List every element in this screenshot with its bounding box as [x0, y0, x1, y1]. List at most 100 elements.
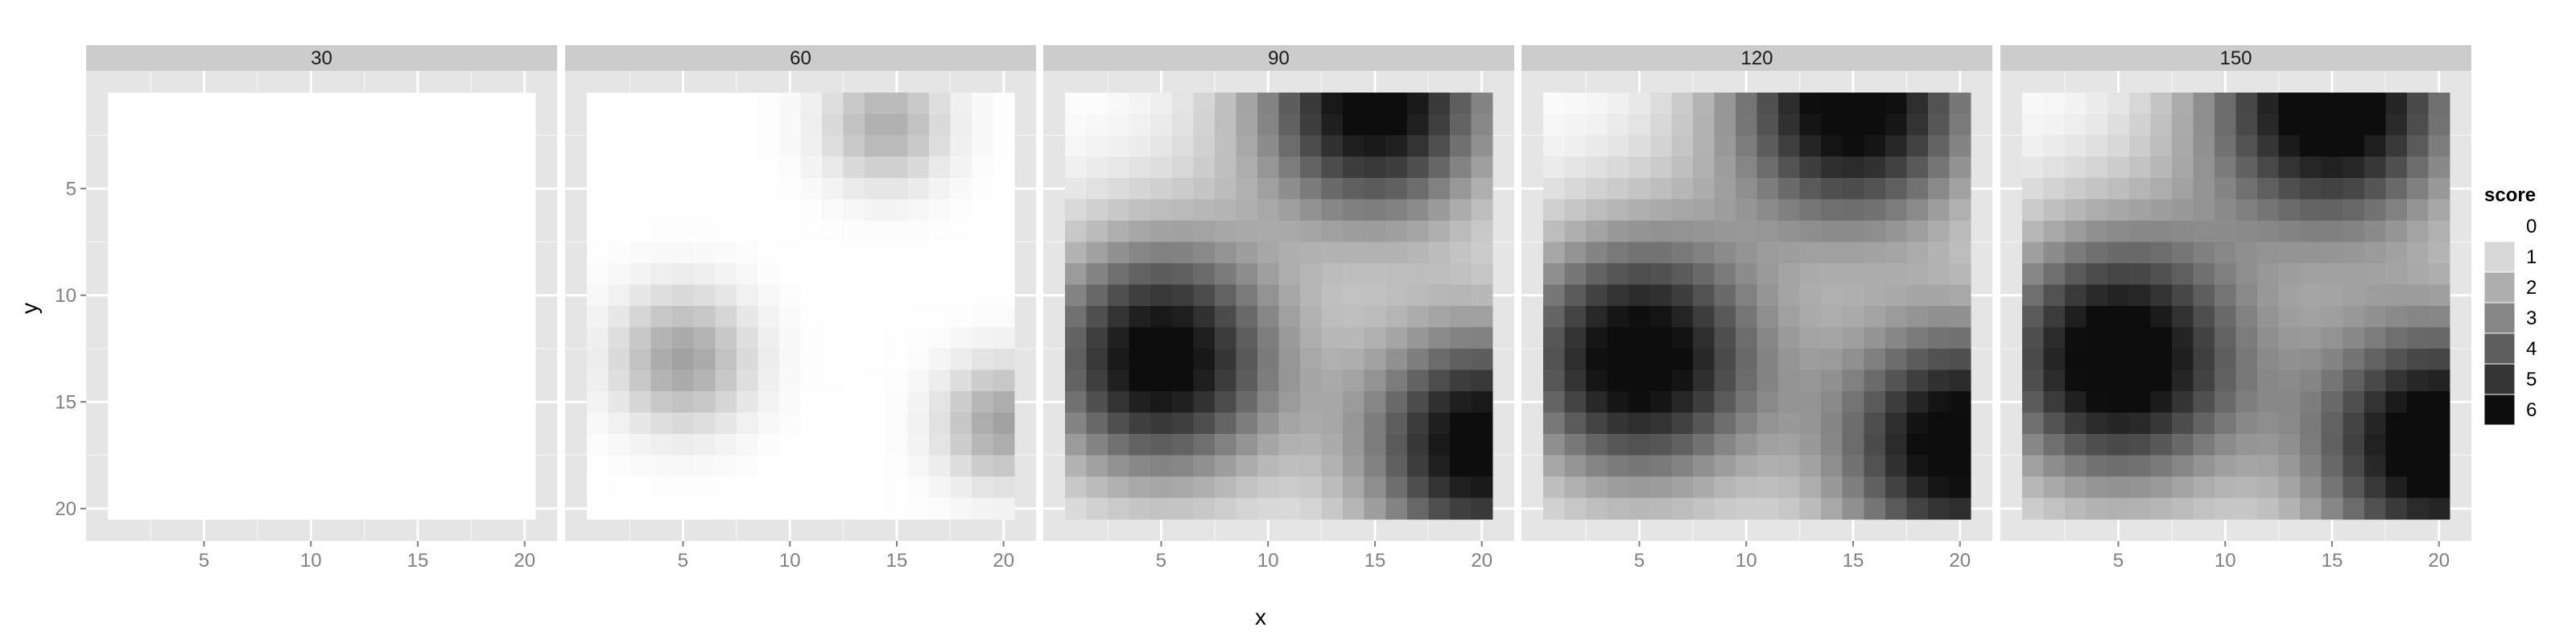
heat-tile: [2278, 199, 2301, 221]
facet-strip-label: 150: [2219, 47, 2252, 69]
heat-tile: [587, 369, 609, 392]
heat-tile: [1065, 221, 1088, 243]
heat-tile: [1949, 263, 1971, 286]
heat-tile: [1906, 306, 1929, 328]
heat-tile: [236, 477, 258, 499]
heat-tile: [279, 93, 301, 115]
heat-tile: [1864, 284, 1886, 307]
heat-tile: [950, 391, 972, 414]
heat-tile: [1364, 434, 1386, 456]
heat-tile: [1714, 434, 1736, 456]
heat-tile: [886, 327, 908, 349]
heat-tile: [630, 178, 652, 200]
heat-tile: [386, 135, 408, 158]
heat-tile: [1607, 156, 1629, 179]
legend-label: 6: [2526, 399, 2537, 421]
heat-tile: [2022, 263, 2045, 286]
heat-tile: [693, 284, 716, 307]
heat-tile: [2257, 114, 2280, 136]
heat-tile: [1278, 391, 1301, 414]
heat-tile: [2150, 434, 2173, 456]
heat-tile: [257, 199, 279, 221]
heat-tile: [171, 178, 194, 200]
legend-key: [2483, 241, 2516, 273]
heat-tile: [2022, 221, 2045, 243]
heat-tile: [236, 391, 258, 414]
heat-tile: [1214, 434, 1236, 456]
heat-tile: [2343, 477, 2365, 499]
heat-tile: [514, 156, 536, 179]
heat-tile: [1406, 434, 1429, 456]
heat-tile: [449, 327, 472, 349]
heat-tile: [1385, 434, 1408, 456]
heat-tile: [608, 242, 630, 264]
heat-tile: [1885, 135, 1907, 158]
heat-tile: [2086, 391, 2108, 414]
heat-tile: [2343, 284, 2365, 307]
heat-tile: [471, 156, 493, 179]
heat-tile: [1564, 199, 1587, 221]
heat-tile: [1949, 434, 1971, 456]
heat-tile: [2214, 455, 2237, 477]
heat-tile: [492, 135, 515, 158]
heat-tile: [1257, 391, 1280, 414]
heat-tile: [630, 497, 652, 520]
heat-tile: [279, 135, 301, 158]
heat-tile: [907, 114, 930, 136]
heat-tile: [1428, 391, 1451, 414]
heat-tile: [1150, 369, 1173, 392]
heat-tile: [1171, 156, 1194, 179]
heat-tile: [1543, 114, 1566, 136]
heat-tile: [279, 477, 301, 499]
heat-tile: [822, 455, 844, 477]
heat-tile: [471, 497, 493, 520]
heat-tile: [1564, 327, 1587, 349]
heat-tile: [2193, 199, 2215, 221]
heat-tile: [1214, 221, 1236, 243]
heat-tile: [822, 221, 844, 243]
heat-tile: [1171, 497, 1194, 520]
heat-tile: [1778, 221, 1801, 243]
heat-tile: [1471, 477, 1493, 499]
heat-tile: [1343, 327, 1365, 349]
heat-tile: [1406, 114, 1429, 136]
heat-tile: [2321, 455, 2343, 477]
heat-tile: [2171, 412, 2194, 435]
heat-tile: [2235, 221, 2258, 243]
heat-tile: [1300, 242, 1323, 264]
heat-tile: [1714, 477, 1736, 499]
heat-tile: [299, 477, 323, 499]
heat-tile: [129, 306, 151, 328]
heat-tile: [1543, 284, 1566, 307]
heat-tile: [279, 199, 301, 221]
heat-tile: [1214, 135, 1236, 158]
heat-tile: [587, 178, 609, 200]
heat-tile: [2193, 242, 2215, 264]
heat-tile: [778, 221, 802, 243]
heat-tile: [608, 263, 630, 286]
heat-tile: [1471, 199, 1493, 221]
heat-tile: [514, 178, 536, 200]
heat-tile: [1885, 306, 1907, 328]
heat-tile: [1449, 369, 1472, 392]
heat-tile: [343, 284, 365, 307]
heat-tile: [2065, 284, 2087, 307]
heat-tile: [1692, 369, 1715, 392]
heat-tile: [886, 434, 908, 456]
heat-tile: [886, 369, 908, 392]
heat-tile: [2128, 284, 2151, 307]
heat-tile: [2428, 93, 2450, 115]
heat-tile: [1649, 327, 1672, 349]
heat-tile: [492, 455, 515, 477]
heat-tile: [1864, 455, 1886, 477]
heat-tile: [2300, 178, 2322, 200]
heat-tile: [1086, 434, 1108, 456]
heat-tile: [1927, 306, 1951, 328]
heat-tile: [2065, 327, 2087, 349]
heat-tile: [736, 369, 758, 392]
heat-tile: [1108, 434, 1130, 456]
heat-tile: [1629, 263, 1651, 286]
heat-tile: [2065, 455, 2087, 477]
heat-tile: [1236, 178, 1258, 200]
heat-tile: [630, 306, 652, 328]
